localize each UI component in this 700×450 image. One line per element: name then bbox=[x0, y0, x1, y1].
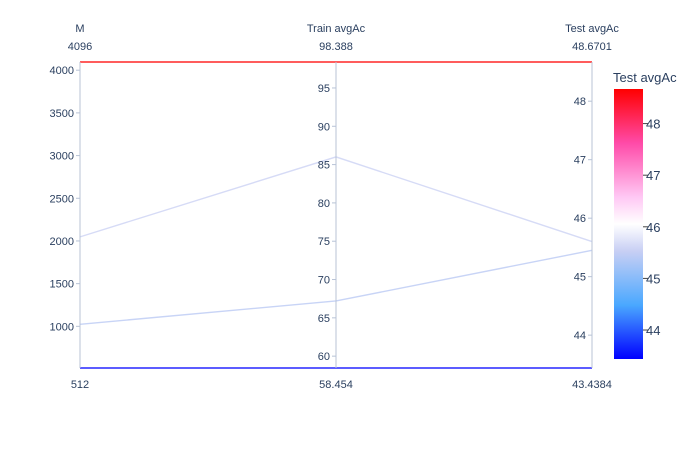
axis-3[interactable]: Test avgAc 48.6701 43.4384 44 45 46 47 48 bbox=[565, 23, 619, 391]
axis-tick-label: 48 bbox=[574, 96, 586, 108]
axis-tick-label: 60 bbox=[318, 351, 330, 363]
axis-tick-label: 85 bbox=[318, 160, 330, 172]
axis-range-bottom-label: 58.454 bbox=[319, 379, 353, 391]
axis-tick-label: 44 bbox=[574, 330, 586, 342]
colorbar-tick-label: 46 bbox=[646, 220, 660, 235]
axis-tick-label: 1500 bbox=[50, 279, 74, 291]
axis-tick-label: 80 bbox=[318, 198, 330, 210]
axis-tick-label: 3000 bbox=[50, 151, 74, 163]
axis-title: Test avgAc bbox=[565, 23, 619, 35]
colorbar-tick-label: 44 bbox=[646, 323, 660, 338]
axis-1[interactable]: M 4096 512 1000 1500 2000 2500 3000 3500 4000 bbox=[50, 23, 93, 391]
axis-tick-label: 2500 bbox=[50, 193, 74, 205]
axes: M 4096 512 1000 1500 2000 2500 3000 3500 4000 Trai… bbox=[50, 23, 620, 391]
colorbar: Test avgAc 44 45 46 47 48 bbox=[613, 70, 677, 359]
colorbar-tick-label: 47 bbox=[646, 168, 660, 183]
axis-title: M bbox=[75, 23, 84, 35]
axis-tick-label: 65 bbox=[318, 313, 330, 325]
axis-2[interactable]: Train avgAc 98.388 58.454 60 65 70 75 80 85 90 95 bbox=[307, 23, 366, 391]
axis-tick-label: 47 bbox=[574, 155, 586, 167]
axis-range-top-label: 48.6701 bbox=[572, 41, 612, 53]
colorbar-gradient bbox=[614, 89, 643, 359]
axis-title: Train avgAc bbox=[307, 23, 366, 35]
axis-tick-label: 90 bbox=[318, 121, 330, 133]
axis-tick-label: 3500 bbox=[50, 108, 74, 120]
axis-range-top-label: 98.388 bbox=[319, 41, 353, 53]
axis-range-top-label: 4096 bbox=[68, 41, 92, 53]
axis-tick-label: 1000 bbox=[50, 321, 74, 333]
axis-tick-label: 95 bbox=[318, 83, 330, 95]
axis-tick-label: 4000 bbox=[50, 65, 74, 77]
colorbar-title: Test avgAc bbox=[613, 70, 677, 85]
axis-tick-label: 70 bbox=[318, 275, 330, 287]
colorbar-tick-label: 45 bbox=[646, 271, 660, 286]
axis-tick-label: 75 bbox=[318, 236, 330, 248]
axis-range-bottom-label: 512 bbox=[71, 379, 89, 391]
axis-range-bottom-label: 43.4384 bbox=[572, 379, 612, 391]
axis-tick-label: 2000 bbox=[50, 236, 74, 248]
colorbar-tick-label: 48 bbox=[646, 117, 660, 132]
axis-tick-label: 46 bbox=[574, 213, 586, 225]
axis-tick-label: 45 bbox=[574, 272, 586, 284]
